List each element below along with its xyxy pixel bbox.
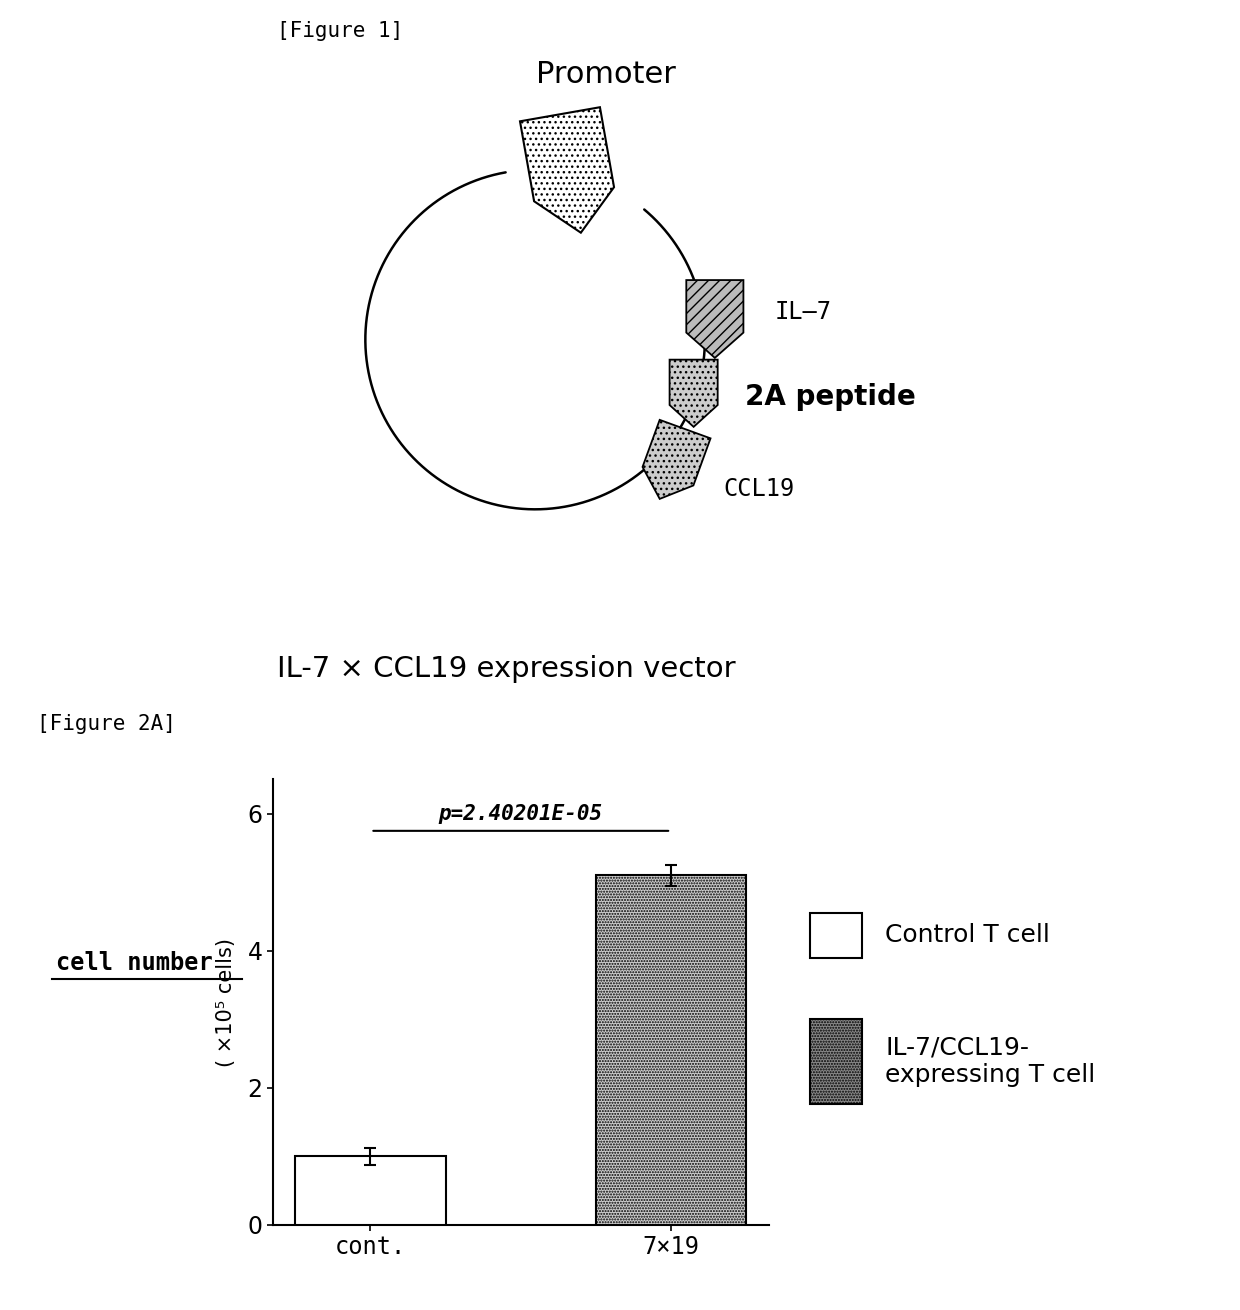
- Text: 2A peptide: 2A peptide: [744, 383, 915, 411]
- Polygon shape: [520, 107, 614, 233]
- FancyBboxPatch shape: [810, 1019, 862, 1104]
- Text: IL-7/CCL19-
expressing T cell: IL-7/CCL19- expressing T cell: [885, 1036, 1096, 1087]
- Text: IL-7 × CCL19 expression vector: IL-7 × CCL19 expression vector: [277, 655, 735, 683]
- Text: IL—7: IL—7: [775, 300, 832, 324]
- FancyBboxPatch shape: [810, 913, 862, 958]
- Polygon shape: [670, 360, 718, 427]
- Bar: [295, 1157, 445, 1225]
- Text: CCL19: CCL19: [723, 477, 795, 500]
- Y-axis label: ( ×10⁵ cells): ( ×10⁵ cells): [216, 938, 237, 1066]
- Text: cell number: cell number: [56, 951, 212, 975]
- Bar: [596, 875, 746, 1225]
- Text: [Figure 2A]: [Figure 2A]: [37, 714, 176, 734]
- Polygon shape: [686, 280, 744, 358]
- Text: p=2.40201E-05: p=2.40201E-05: [439, 804, 603, 824]
- Text: Promoter: Promoter: [536, 59, 676, 89]
- Text: [Figure 1]: [Figure 1]: [277, 21, 403, 41]
- Text: Control T cell: Control T cell: [885, 924, 1050, 947]
- Polygon shape: [642, 419, 711, 499]
